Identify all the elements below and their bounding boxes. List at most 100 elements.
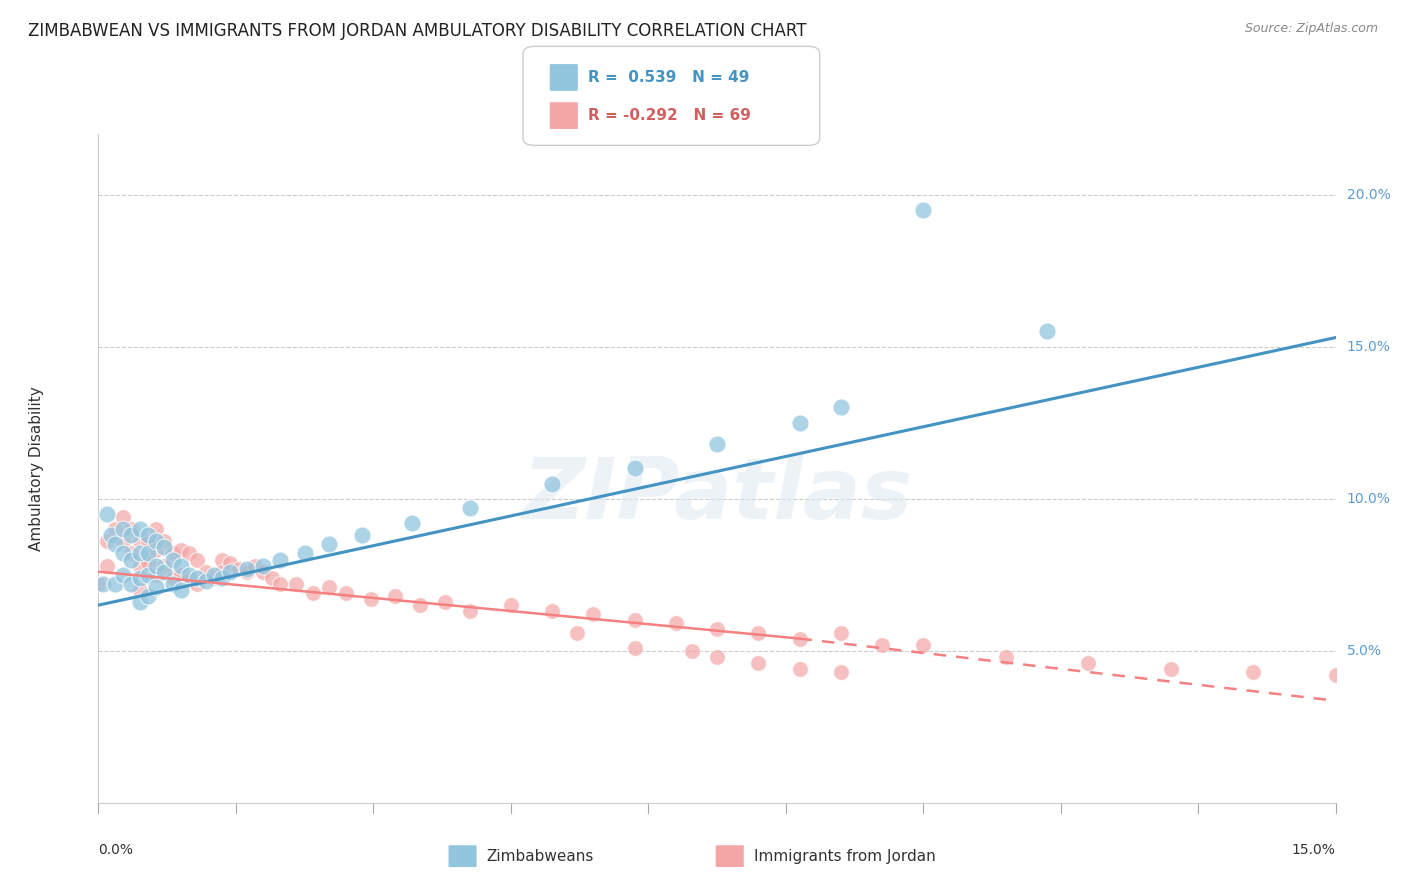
Point — [128, 546, 150, 560]
Point — [96, 534, 118, 549]
Point — [747, 656, 769, 670]
Point — [747, 625, 769, 640]
Point — [1324, 668, 1347, 682]
Point — [136, 567, 159, 582]
Point — [912, 638, 935, 652]
Point — [112, 510, 135, 524]
Point — [830, 625, 852, 640]
Point — [401, 516, 423, 530]
Point — [194, 574, 217, 588]
Point — [194, 565, 217, 579]
Point — [145, 522, 167, 536]
Point — [219, 565, 242, 579]
Point — [136, 556, 159, 570]
Point — [128, 522, 150, 536]
Point — [96, 507, 118, 521]
Point — [112, 567, 135, 582]
Point — [120, 577, 142, 591]
Point — [318, 580, 340, 594]
Point — [128, 534, 150, 549]
Point — [706, 649, 728, 664]
Point — [623, 613, 645, 627]
Point — [830, 401, 852, 415]
Point — [202, 567, 225, 582]
Point — [162, 571, 184, 585]
Point — [145, 558, 167, 573]
Point — [269, 552, 291, 566]
Text: 20.0%: 20.0% — [1347, 187, 1391, 202]
Point — [153, 565, 176, 579]
Point — [91, 577, 114, 591]
Point — [1160, 662, 1182, 676]
Point — [145, 534, 167, 549]
Point — [100, 528, 122, 542]
Point — [170, 558, 193, 573]
Point — [285, 577, 308, 591]
Point — [186, 577, 208, 591]
Point — [565, 625, 588, 640]
Point — [252, 565, 274, 579]
Point — [409, 598, 432, 612]
Point — [706, 623, 728, 637]
Point — [499, 598, 522, 612]
Point — [1077, 656, 1099, 670]
Point — [706, 437, 728, 451]
Point — [1241, 665, 1264, 679]
Point — [211, 571, 233, 585]
Point — [136, 546, 159, 560]
Text: Zimbabweans: Zimbabweans — [486, 849, 593, 863]
Point — [458, 604, 481, 618]
Point — [179, 571, 201, 585]
Point — [96, 558, 118, 573]
Point — [681, 644, 703, 658]
Point — [112, 522, 135, 536]
Point — [458, 500, 481, 515]
Text: ZIMBABWEAN VS IMMIGRANTS FROM JORDAN AMBULATORY DISABILITY CORRELATION CHART: ZIMBABWEAN VS IMMIGRANTS FROM JORDAN AMB… — [28, 22, 807, 40]
Point — [623, 640, 645, 655]
Point — [318, 537, 340, 551]
Point — [236, 565, 259, 579]
Text: 10.0%: 10.0% — [1347, 491, 1391, 506]
Point — [153, 534, 176, 549]
Point — [789, 416, 811, 430]
Text: 15.0%: 15.0% — [1292, 843, 1336, 857]
Point — [145, 567, 167, 582]
Text: R = -0.292   N = 69: R = -0.292 N = 69 — [588, 108, 751, 123]
Point — [360, 592, 382, 607]
Point — [582, 607, 605, 622]
Point — [87, 577, 110, 591]
Point — [541, 476, 564, 491]
Point — [211, 552, 233, 566]
Point — [128, 582, 150, 597]
Text: Ambulatory Disability: Ambulatory Disability — [30, 386, 44, 550]
Point — [120, 546, 142, 560]
Point — [228, 562, 250, 576]
Point — [104, 577, 127, 591]
Point — [179, 546, 201, 560]
Point — [384, 589, 406, 603]
Point — [112, 546, 135, 560]
Text: R =  0.539   N = 49: R = 0.539 N = 49 — [588, 70, 749, 85]
Point — [994, 649, 1017, 664]
Point — [912, 202, 935, 217]
Point — [789, 662, 811, 676]
Point — [104, 522, 127, 536]
Text: 0.0%: 0.0% — [98, 843, 134, 857]
Point — [219, 556, 242, 570]
Point — [153, 541, 176, 555]
Text: 5.0%: 5.0% — [1347, 644, 1382, 657]
Text: Immigrants from Jordan: Immigrants from Jordan — [754, 849, 935, 863]
Point — [260, 571, 283, 585]
Point — [162, 577, 184, 591]
Point — [128, 595, 150, 609]
Point — [243, 558, 266, 573]
Point — [162, 546, 184, 560]
Point — [252, 558, 274, 573]
Point — [162, 552, 184, 566]
Point — [153, 558, 176, 573]
Point — [236, 562, 259, 576]
Point — [170, 567, 193, 582]
Point — [302, 586, 325, 600]
Point — [136, 589, 159, 603]
Point — [170, 582, 193, 597]
